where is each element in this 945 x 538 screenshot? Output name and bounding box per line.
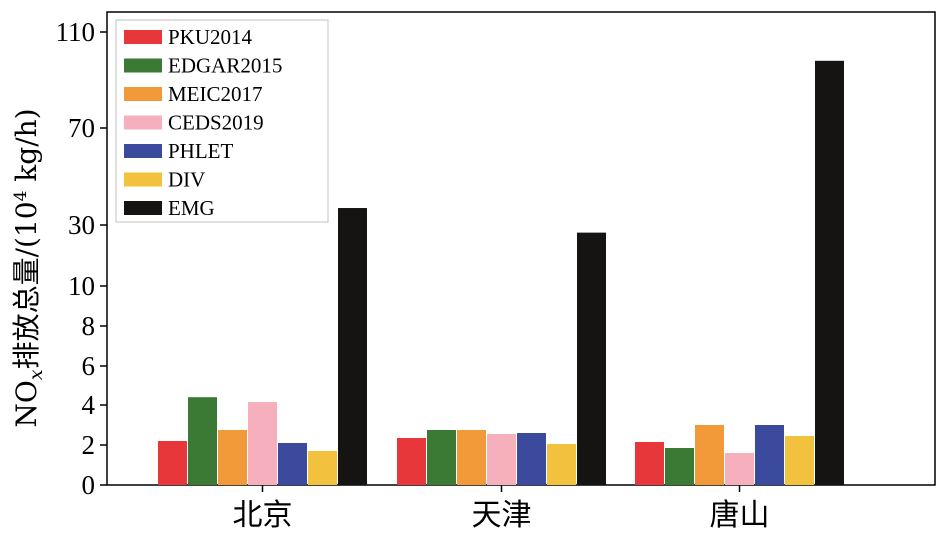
x-axis: 北京 天津 唐山: [233, 485, 770, 533]
y-tick-label: 110: [56, 17, 96, 47]
legend-swatch: [124, 172, 162, 187]
bar-div-2: [547, 444, 576, 485]
legend-label: CEDS2019: [168, 111, 264, 135]
x-tick-label: 北京: [233, 498, 293, 533]
legend-label: EDGAR2015: [168, 54, 282, 78]
legend-swatch: [124, 58, 162, 73]
y-tick-label: 4: [82, 390, 96, 420]
bar-meic2017-3: [695, 425, 724, 485]
y-tick-label: 6: [82, 351, 96, 381]
legend-swatch: [124, 115, 162, 130]
bar-emg-3: [815, 60, 844, 486]
bar-pku2014-1: [158, 441, 187, 485]
y-axis-label: NOx排放总量/(104 kg/h): [10, 108, 47, 427]
bar-edgar2015-3: [665, 448, 694, 485]
y-axis-label-rest: 排放总量/(10: [10, 201, 43, 369]
x-tick-label: 唐山: [710, 498, 770, 533]
bar-pku2014-2: [397, 438, 426, 485]
legend-label: PKU2014: [168, 25, 253, 49]
bar-edgar2015-1: [188, 397, 217, 485]
legend-label: MEIC2017: [168, 82, 263, 106]
legend: PKU2014 EDGAR2015 MEIC2017 CEDS2019 PHLET DIV…: [115, 19, 329, 223]
legend-swatch: [124, 201, 162, 215]
legend-swatch: [124, 144, 162, 158]
bar-emg-2: [577, 232, 606, 485]
bar-ceds2019-1: [248, 402, 277, 485]
y-tick-label: 8: [82, 311, 96, 341]
legend-label: DIV: [168, 168, 205, 192]
bar-meic2017-1: [218, 430, 247, 485]
y-axis: 0 2 4 6 8 10 30 70 110: [56, 17, 107, 500]
legend-label: PHLET: [168, 139, 234, 163]
bar-edgar2015-2: [427, 430, 456, 485]
bar-emg-1: [338, 208, 367, 485]
y-tick-label: 2: [82, 430, 96, 460]
bar-div-1: [308, 451, 337, 485]
bar-meic2017-2: [457, 430, 486, 485]
y-axis-label-end: kg/h): [10, 108, 43, 190]
bar-phlet-2: [517, 433, 546, 485]
legend-swatch: [124, 30, 162, 44]
legend-swatch: [124, 87, 162, 101]
y-tick-label: 30: [68, 210, 95, 240]
y-axis-label-main: NO: [10, 380, 43, 427]
bar-ceds2019-2: [487, 434, 516, 485]
x-tick-label: 天津: [472, 498, 532, 533]
bar-ceds2019-3: [725, 453, 754, 485]
bar-phlet-1: [278, 443, 307, 485]
bars: [158, 60, 844, 486]
y-axis-label-sup: 4: [11, 191, 31, 202]
bar-phlet-3: [755, 425, 784, 485]
y-axis-label-sub: x: [25, 369, 47, 380]
legend-label: EMG: [168, 196, 215, 220]
y-tick-label: 10: [68, 271, 95, 301]
bar-pku2014-3: [635, 442, 664, 485]
y-tick-label: 70: [68, 113, 95, 143]
y-tick-label: 0: [82, 470, 96, 500]
bar-div-3: [785, 436, 814, 485]
